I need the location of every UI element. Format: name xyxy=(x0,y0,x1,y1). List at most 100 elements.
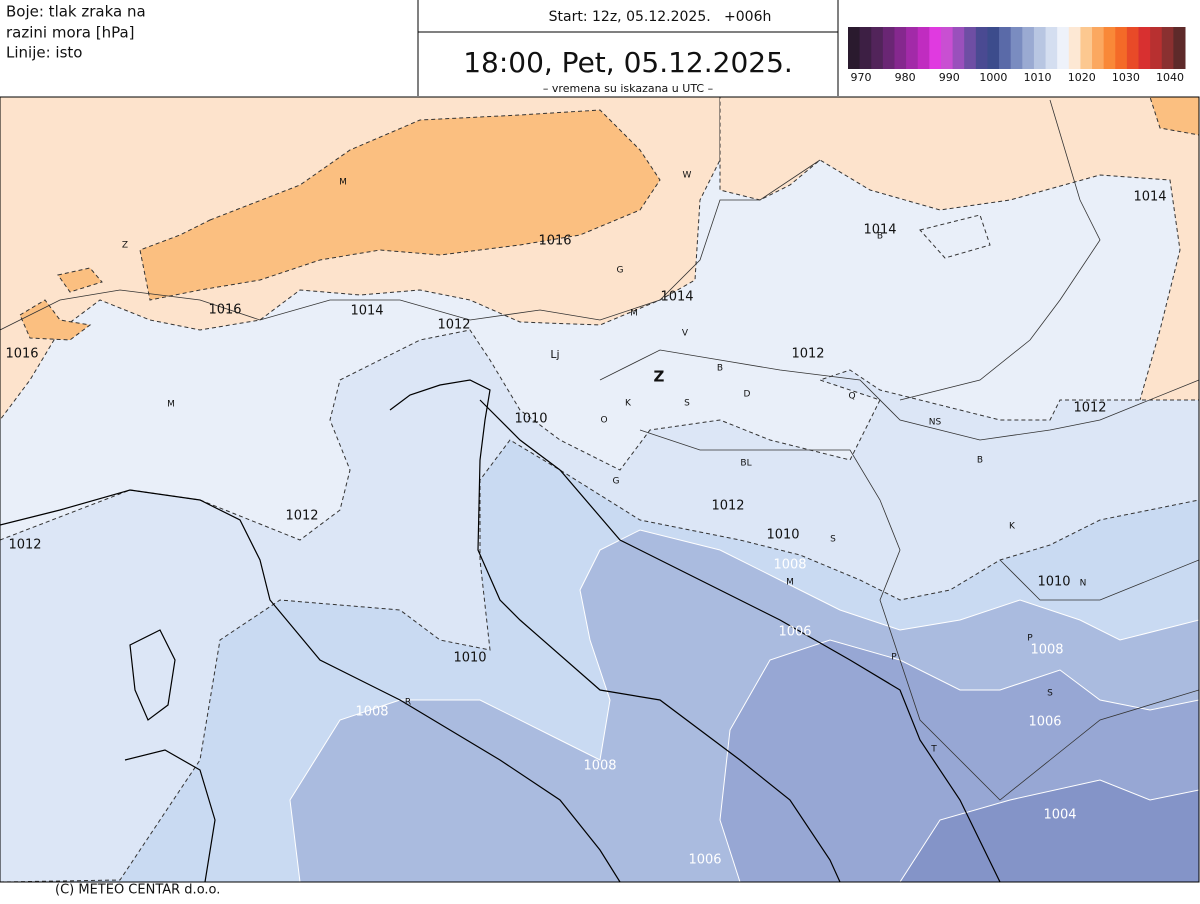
contour-label: 1014 xyxy=(863,223,896,238)
contour-label: 1010 xyxy=(1037,575,1070,590)
place-label: R xyxy=(405,698,411,708)
place-label: Q xyxy=(848,392,855,402)
start-time: Start: 12z, 05.12.2025. +006h xyxy=(549,9,772,25)
colorbar-swatch xyxy=(1045,27,1058,69)
pressure-area xyxy=(139,109,661,301)
coastline xyxy=(129,629,176,721)
contour-label: 1012 xyxy=(437,318,470,333)
colorbar-swatch xyxy=(929,27,942,69)
place-label: S xyxy=(684,399,690,409)
colorbar-label: 1020 xyxy=(1068,71,1096,84)
colorbar-swatch xyxy=(1033,27,1047,69)
place-label: BL xyxy=(740,459,751,469)
colorbar-swatch xyxy=(940,27,954,69)
contour-label: 1012 xyxy=(285,509,318,524)
colorbar-swatch xyxy=(1068,27,1081,69)
colorbar-swatch xyxy=(871,27,884,69)
place-label: B xyxy=(877,232,883,242)
colorbar-swatch xyxy=(917,27,930,69)
map: 1016 1014 1014 1016 1014 1016 1014 1012 … xyxy=(0,96,1200,883)
place-label: B xyxy=(977,456,983,466)
colorbar-swatch xyxy=(1080,27,1093,69)
place-label: Z xyxy=(654,368,665,386)
contour-label: 1006 xyxy=(1028,715,1061,730)
pressure-area xyxy=(899,779,1199,882)
place-label: S xyxy=(1047,689,1053,699)
colorbar-swatch xyxy=(952,27,965,69)
legend-title: Boje: tlak zraka na xyxy=(6,3,146,21)
colorbar-swatch xyxy=(1103,27,1116,69)
colorbar-label: 990 xyxy=(939,71,960,84)
place-label: O xyxy=(600,416,607,426)
colorbar-label: 980 xyxy=(895,71,916,84)
place-label: K xyxy=(1009,522,1016,532)
place-label: M xyxy=(786,578,794,588)
legend-title: razini mora [hPa] xyxy=(6,24,135,42)
pressure-area xyxy=(919,214,991,259)
map-frame xyxy=(0,96,1200,883)
colorbar-swatch xyxy=(1138,27,1151,69)
contour-label: 1010 xyxy=(453,651,486,666)
contour-label: 1008 xyxy=(583,759,616,774)
colorbar-label: 970 xyxy=(851,71,872,84)
contour-label: 1008 xyxy=(355,705,388,720)
contour-label: 1016 xyxy=(208,303,241,318)
colorbar-swatch xyxy=(999,27,1012,69)
colorbar-swatch xyxy=(1150,27,1163,69)
header: Boje: tlak zraka na razini mora [hPa] Li… xyxy=(6,0,1186,96)
copyright: (C) METEO CENTAR d.o.o. xyxy=(55,883,220,898)
colorbar-swatch xyxy=(1173,27,1186,69)
place-label: G xyxy=(613,477,620,487)
colorbar-swatch xyxy=(1126,27,1140,69)
place-label: V xyxy=(682,329,689,339)
contour-label: 1008 xyxy=(1030,643,1063,658)
place-label: G xyxy=(617,266,624,276)
place-label: P xyxy=(1027,634,1033,644)
place-label: B xyxy=(717,364,723,374)
border xyxy=(999,559,1199,601)
border xyxy=(639,429,1199,801)
place-label: S xyxy=(830,535,836,545)
colorbar-label: 1030 xyxy=(1112,71,1140,84)
colorbar-swatch xyxy=(1092,27,1105,69)
colorbar-swatch xyxy=(975,27,988,69)
contour-label: 1014 xyxy=(350,304,383,319)
coastline xyxy=(479,399,1001,882)
colorbar-swatch xyxy=(964,27,977,69)
contour-label: 1016 xyxy=(5,347,38,362)
pressure-area xyxy=(1149,97,1199,136)
contour-label: 1016 xyxy=(538,234,571,249)
valid-time: 18:00, Pet, 05.12.2025. xyxy=(463,46,793,79)
contour-label: 1012 xyxy=(1073,401,1106,416)
contour-label: 1014 xyxy=(1133,190,1166,205)
pressure-area xyxy=(57,267,103,293)
colorbar-swatch xyxy=(1010,27,1023,69)
place-label: M xyxy=(339,178,347,188)
colorbar-label: 1000 xyxy=(979,71,1007,84)
pressure-area xyxy=(19,299,92,341)
contour-label: 1004 xyxy=(1043,808,1076,823)
border xyxy=(0,159,821,331)
place-label: T xyxy=(930,745,937,755)
contour-label: 1012 xyxy=(711,499,744,514)
contour-label: 1006 xyxy=(688,853,721,868)
colorbar-swatch xyxy=(1115,27,1128,69)
contour-label: 1006 xyxy=(778,625,811,640)
place-label: M xyxy=(630,309,638,319)
place-label: P xyxy=(891,653,897,663)
contour-label: 1010 xyxy=(766,528,799,543)
colorbar-swatch xyxy=(859,27,872,69)
colorbar-swatch xyxy=(848,27,861,69)
border xyxy=(599,349,1199,441)
contour-label: 1012 xyxy=(791,347,824,362)
contour-label: 1008 xyxy=(773,558,806,573)
place-label: K xyxy=(625,399,632,409)
colorbar-swatch xyxy=(1057,27,1070,69)
colorbar-swatch xyxy=(1022,27,1035,69)
colorbar-swatch xyxy=(987,27,1000,69)
place-label: D xyxy=(744,390,751,400)
place-label: Z xyxy=(122,241,128,251)
colorbar-swatch xyxy=(894,27,907,69)
colorbar-swatch xyxy=(882,27,895,69)
